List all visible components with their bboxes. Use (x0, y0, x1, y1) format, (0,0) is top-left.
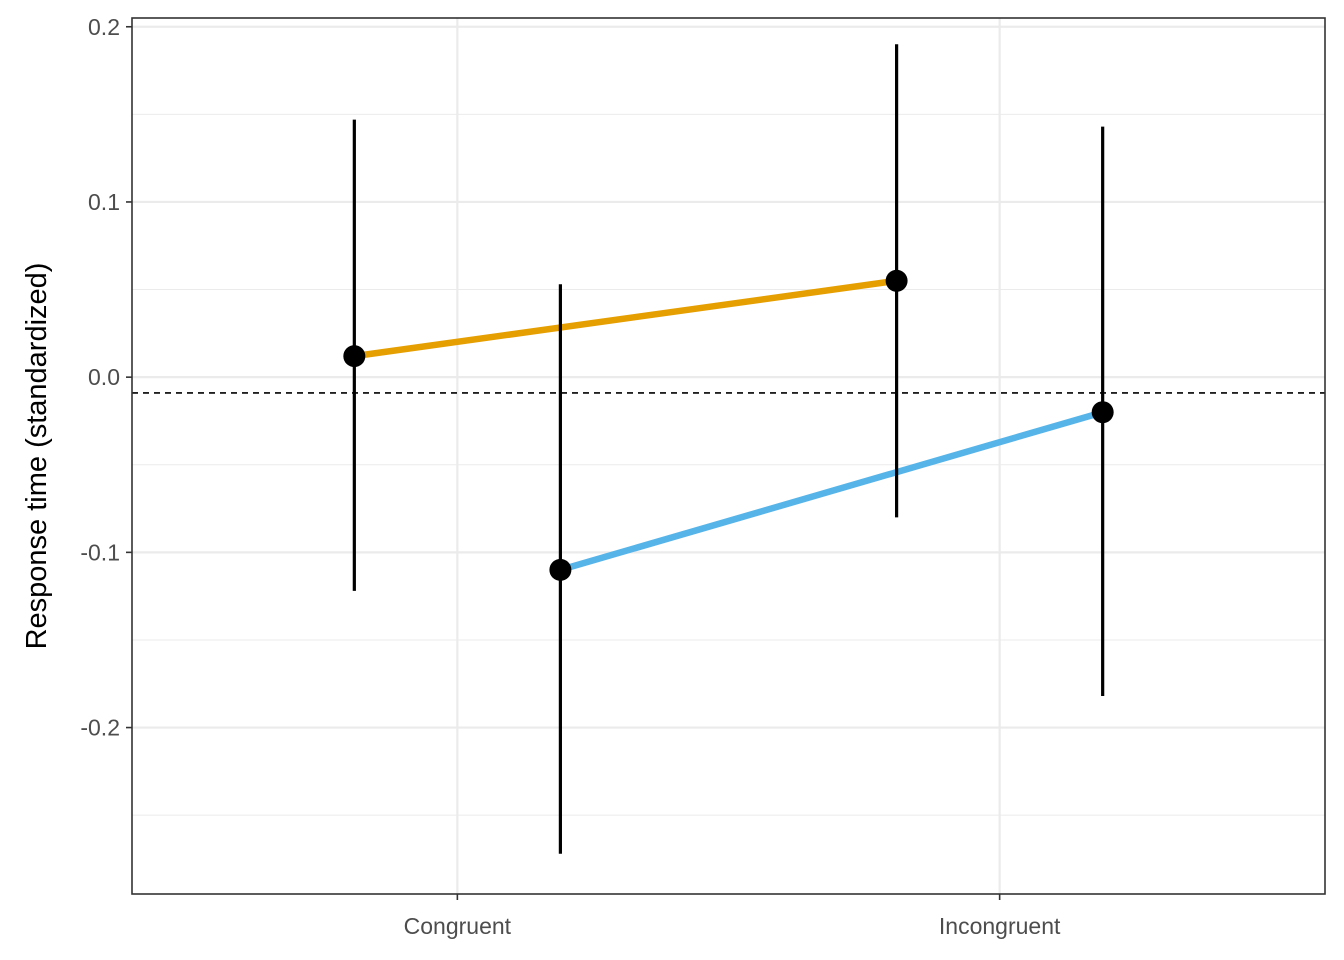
data-point (885, 269, 908, 292)
y-axis-title: Response time (standardized) (21, 263, 53, 650)
data-point (549, 558, 572, 581)
x-axis-ticks: Congruent Incongruent (404, 894, 1061, 939)
x-tick-label: Congruent (404, 913, 512, 939)
x-tick-label: Incongruent (939, 913, 1061, 939)
series-line (353, 277, 898, 360)
major-gridlines (132, 18, 1325, 894)
y-axis-ticks: 0.2 0.1 0.0 -0.1 -0.2 (80, 14, 132, 741)
data-point (1091, 401, 1114, 424)
series-line (559, 409, 1104, 574)
plot-background (132, 18, 1325, 894)
y-tick-label: 0.0 (88, 364, 120, 390)
y-tick-label: 0.1 (88, 189, 120, 215)
y-tick-label: -0.2 (80, 715, 120, 741)
data-point (343, 345, 366, 368)
data-points (343, 269, 1114, 581)
series-lines (353, 277, 1104, 574)
y-tick-label: -0.1 (80, 539, 120, 565)
plot-border (131, 17, 1326, 895)
minor-gridlines (132, 113, 1325, 816)
y-tick-label: 0.2 (88, 14, 120, 40)
